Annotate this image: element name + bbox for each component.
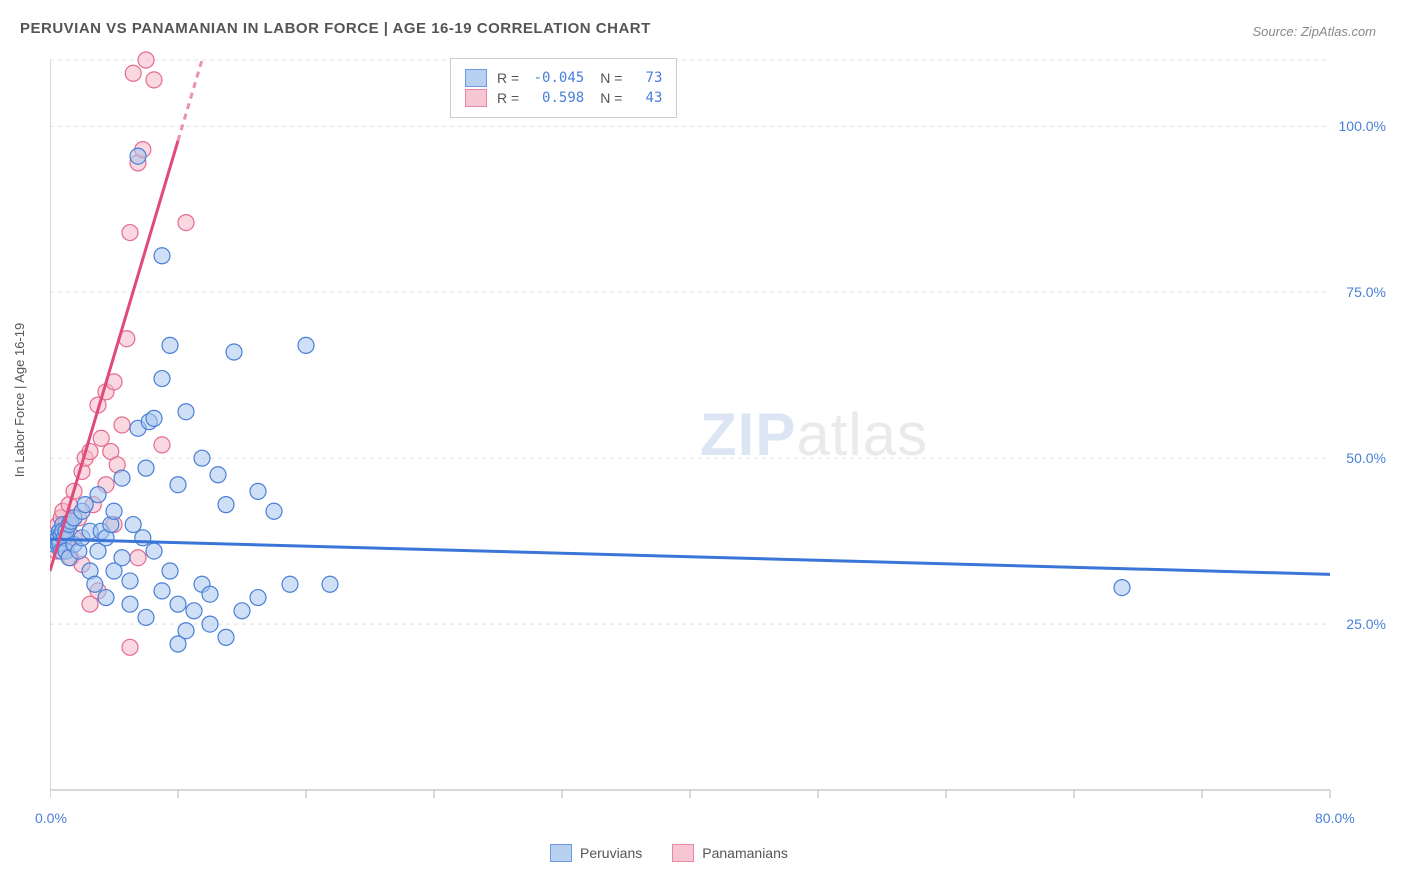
- y-tick-label: 25.0%: [1346, 616, 1386, 632]
- legend-row-panamanians: R = 0.598 N = 43: [465, 89, 662, 107]
- scatter-chart: [50, 50, 1380, 810]
- y-tick-label: 100.0%: [1339, 118, 1386, 134]
- legend-swatch-panamanians: [672, 844, 694, 862]
- n-label: N =: [600, 90, 622, 106]
- r-value-panamanians: 0.598: [529, 90, 584, 106]
- chart-area: [50, 50, 1380, 810]
- legend-swatch-peruvians: [465, 69, 487, 87]
- x-tick-label: 80.0%: [1315, 810, 1355, 826]
- chart-title: PERUVIAN VS PANAMANIAN IN LABOR FORCE | …: [20, 20, 651, 37]
- y-tick-label: 75.0%: [1346, 284, 1386, 300]
- y-tick-label: 50.0%: [1346, 450, 1386, 466]
- x-tick-label: 0.0%: [35, 810, 67, 826]
- r-label: R =: [497, 90, 519, 106]
- legend-label-peruvians: Peruvians: [580, 845, 642, 861]
- legend-swatch-peruvians: [550, 844, 572, 862]
- n-value-panamanians: 43: [632, 90, 662, 106]
- legend-item-panamanians: Panamanians: [672, 844, 788, 862]
- legend-row-peruvians: R = -0.045 N = 73: [465, 69, 662, 87]
- n-value-peruvians: 73: [632, 70, 662, 86]
- legend-swatch-panamanians: [465, 89, 487, 107]
- n-label: N =: [600, 70, 622, 86]
- r-label: R =: [497, 70, 519, 86]
- y-axis-label: In Labor Force | Age 16-19: [12, 323, 27, 477]
- legend-item-peruvians: Peruvians: [550, 844, 642, 862]
- legend-label-panamanians: Panamanians: [702, 845, 788, 861]
- source-attribution: Source: ZipAtlas.com: [1252, 24, 1376, 39]
- series-legend: Peruvians Panamanians: [550, 844, 788, 862]
- correlation-legend: R = -0.045 N = 73 R = 0.598 N = 43: [450, 58, 677, 118]
- r-value-peruvians: -0.045: [529, 70, 584, 86]
